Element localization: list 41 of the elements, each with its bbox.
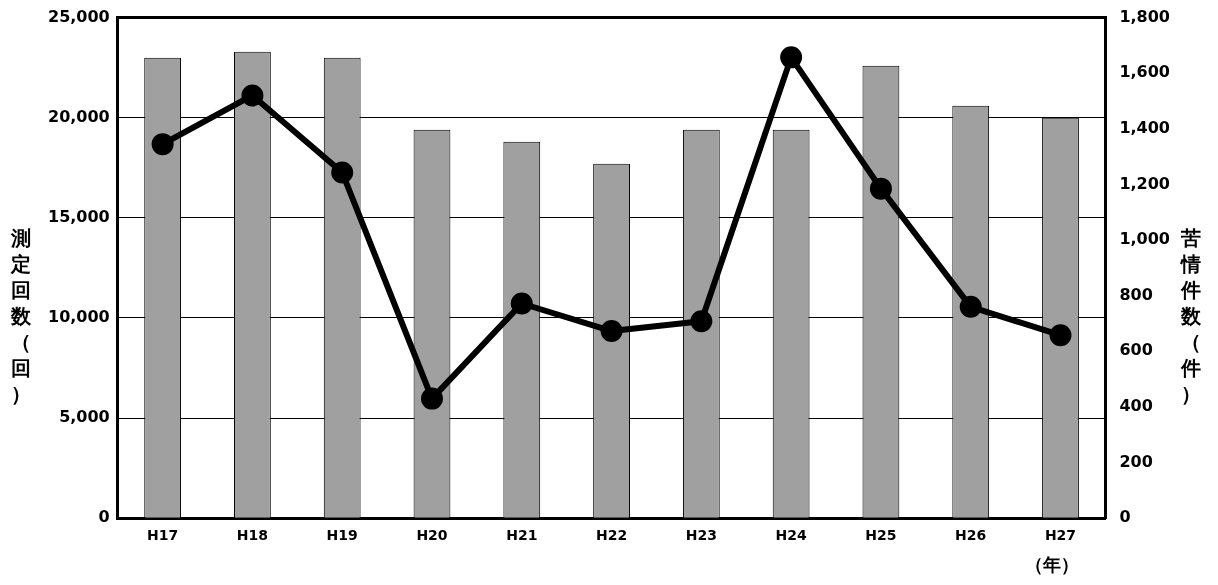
point — [600, 320, 623, 343]
x-tick-label: H17 — [147, 527, 179, 544]
x-tick-label: H19 — [326, 527, 358, 544]
y-axis-title: 測定回数（回） — [9, 225, 32, 407]
x-tick-label: H18 — [236, 527, 269, 544]
x-tick-label: H20 — [416, 527, 448, 544]
x-tick-label: H26 — [955, 527, 987, 544]
point — [780, 46, 803, 69]
point — [331, 161, 354, 184]
y-tick-label: 0 — [98, 507, 110, 527]
point — [1049, 324, 1072, 347]
y2-tick-label: 1,200 — [1119, 173, 1170, 193]
point — [510, 292, 533, 315]
y2-tick-label: 1,600 — [1119, 62, 1170, 82]
x-axis-title: （年） — [1025, 553, 1079, 577]
y2-tick-label: 1,400 — [1119, 118, 1170, 137]
x-tick-label: H23 — [685, 527, 717, 544]
point — [690, 310, 713, 333]
y-tick-label: 15,000 — [47, 207, 110, 226]
y-tick-label: 25,000 — [47, 6, 110, 26]
y2-axis-title: 苦情件数（件） — [1179, 225, 1202, 407]
point — [241, 84, 264, 107]
y2-tick-label: 800 — [1119, 284, 1153, 304]
y2-tick-label: 400 — [1119, 396, 1153, 416]
y-tick-label: 20,000 — [47, 106, 110, 126]
y2-tick-label: 200 — [1119, 451, 1153, 471]
y2-tick-label: 1,800 — [1119, 6, 1170, 26]
x-tick-label: H21 — [506, 527, 538, 544]
point — [959, 295, 982, 318]
y-tick-label: 5,000 — [59, 407, 110, 427]
point — [151, 133, 174, 156]
x-tick-label: H24 — [775, 527, 807, 544]
y-tick-label: 10,000 — [47, 307, 110, 327]
point — [869, 177, 892, 200]
x-tick-label: H27 — [1044, 527, 1077, 544]
y2-tick-label: 0 — [1119, 507, 1131, 527]
x-tick-label: H22 — [595, 527, 628, 544]
x-tick-label: H25 — [865, 527, 897, 544]
y2-tick-label: 1,000 — [1119, 229, 1170, 249]
point — [420, 387, 443, 410]
y2-tick-label: 600 — [1119, 340, 1153, 360]
